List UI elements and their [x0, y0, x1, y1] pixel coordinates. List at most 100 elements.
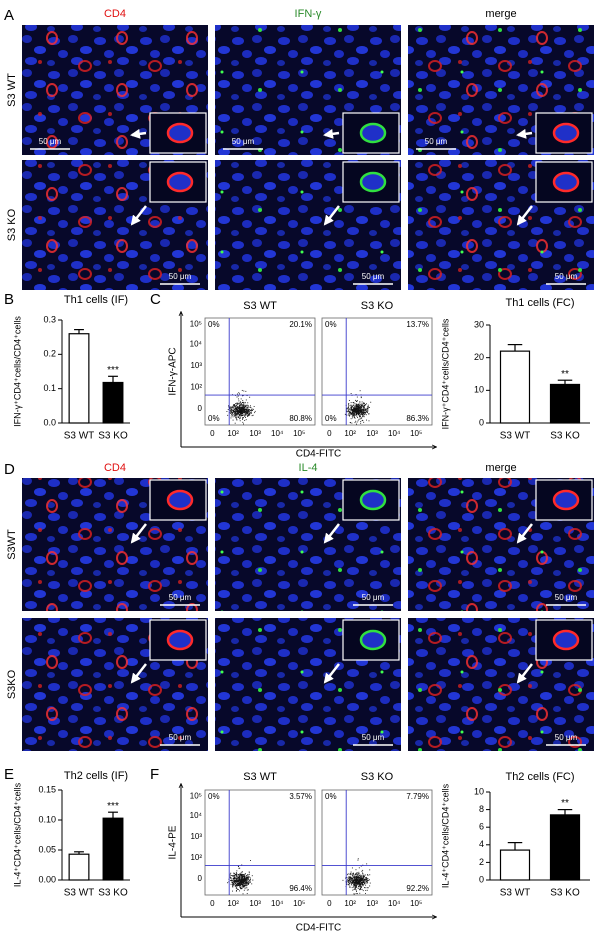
event-dot: [353, 407, 354, 409]
event-dot: [232, 878, 234, 879]
bar: [68, 333, 90, 424]
event-dot: [239, 393, 240, 395]
event-dot: [239, 405, 241, 407]
event-dot: [364, 412, 366, 414]
event-dot: [359, 876, 361, 877]
event-dot: [233, 405, 235, 407]
event-dot: [245, 405, 247, 407]
event-dot: [235, 407, 237, 409]
event-dot: [243, 405, 245, 407]
event-dot: [240, 408, 242, 410]
inset-cell: [359, 171, 387, 193]
event-dot: [238, 400, 240, 402]
channel-label: CD4: [104, 8, 126, 20]
plot-frame: [321, 789, 433, 896]
event-dot: [242, 413, 244, 415]
event-dot: [365, 404, 367, 405]
event-dot: [366, 881, 368, 883]
event-dot: [360, 396, 362, 398]
event-dot: [361, 875, 363, 877]
event-dot: [233, 881, 235, 883]
event-dot: [350, 871, 352, 873]
event-dot: [232, 875, 234, 877]
x-tick-label: S3 KO: [550, 431, 580, 442]
x-tick-label: 10³: [249, 899, 261, 908]
event-dot: [241, 415, 243, 417]
event-dot: [242, 411, 244, 413]
arrow: [516, 205, 533, 226]
event-dot: [245, 390, 247, 392]
event-dot: [242, 406, 244, 408]
event-dot: [350, 877, 352, 879]
event-dot: [352, 411, 354, 413]
event-dot: [249, 879, 251, 881]
event-dot: [233, 411, 235, 413]
event-dot: [349, 415, 350, 417]
bar: [102, 817, 124, 881]
scale-bar-label: 50 μm: [169, 733, 192, 742]
event-dot: [235, 887, 237, 889]
event-dot: [246, 876, 248, 878]
event-dot: [369, 874, 371, 876]
event-dot: [356, 423, 357, 425]
event-dot: [234, 404, 235, 406]
event-dot: [348, 879, 350, 881]
event-dot: [231, 881, 233, 883]
event-dot: [237, 407, 239, 409]
event-dot: [251, 408, 253, 410]
event-dot: [242, 879, 244, 881]
event-dot: [347, 874, 348, 876]
event-dot: [352, 889, 354, 891]
event-dot: [245, 413, 247, 415]
event-dot: [236, 410, 238, 412]
event-dot: [245, 881, 246, 883]
event-dot: [351, 882, 353, 884]
event-dot: [351, 409, 353, 411]
event-dot: [231, 413, 233, 415]
event-dot: [360, 882, 362, 884]
event-dot: [252, 408, 254, 410]
event-dot: [242, 874, 244, 875]
event-dot: [359, 409, 361, 411]
event-dot: [242, 878, 244, 880]
event-dot: [242, 405, 243, 407]
event-dot: [237, 414, 239, 416]
channel-label: merge: [485, 462, 516, 474]
event-dot: [243, 875, 245, 877]
event-dot: [364, 404, 366, 406]
event-dot: [240, 879, 242, 881]
event-dot: [367, 407, 368, 409]
event-dot: [231, 407, 233, 409]
event-dot: [243, 885, 245, 887]
event-dot: [237, 875, 238, 877]
event-dot: [363, 878, 365, 880]
chart-title: Th1 cells (FC): [505, 297, 574, 309]
event-dot: [236, 412, 238, 414]
scale-bar-label: 50 μm: [362, 733, 385, 742]
event-dot: [355, 409, 357, 411]
event-dot: [352, 409, 354, 411]
event-dot: [346, 880, 348, 882]
event-dot: [233, 880, 235, 881]
event-dot: [360, 880, 362, 882]
event-dot: [360, 884, 362, 886]
event-dot: [346, 877, 348, 878]
event-dot: [358, 413, 360, 415]
y-axis-label: IL-4⁺CD4⁺cells/CD4⁺cells: [440, 783, 450, 888]
event-dot: [353, 413, 355, 415]
event-dot: [358, 412, 360, 414]
event-dot: [358, 871, 360, 873]
event-dot: [239, 875, 241, 877]
y-tick-label: 2: [479, 857, 484, 867]
event-dot: [240, 408, 241, 410]
event-dot: [246, 882, 248, 883]
event-dot: [350, 881, 352, 883]
event-dot: [361, 412, 363, 414]
event-dot: [354, 878, 356, 879]
event-dot: [240, 412, 242, 414]
event-dot: [359, 880, 361, 882]
event-dot: [232, 413, 234, 415]
event-dot: [357, 414, 359, 416]
event-dot: [245, 405, 247, 407]
event-dot: [361, 870, 363, 872]
